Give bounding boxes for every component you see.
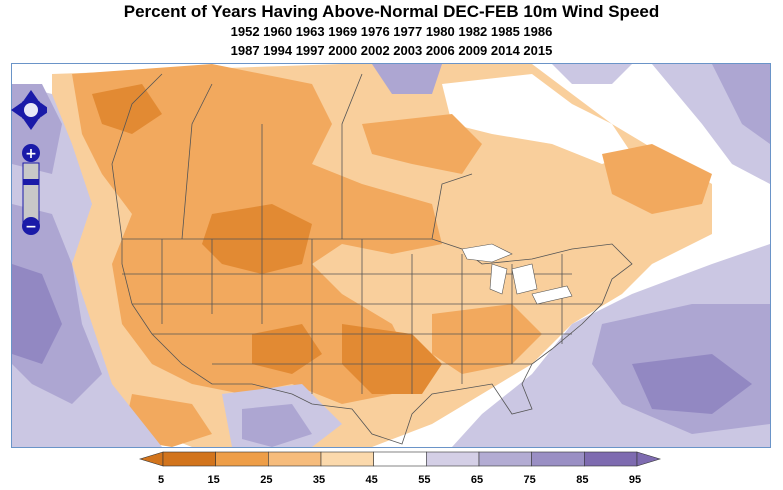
legend-tick-label: 45 xyxy=(366,474,378,485)
svg-text:+: + xyxy=(25,146,37,162)
legend-arrow-low xyxy=(138,451,164,467)
years-list-line-1: 1952 1960 1963 1969 1976 1977 1980 1982 … xyxy=(230,24,553,39)
state-boundaries xyxy=(111,73,633,445)
wind-speed-map[interactable] xyxy=(11,63,771,448)
zoom-slider[interactable] xyxy=(22,162,40,224)
legend-swatch xyxy=(215,451,269,467)
great-lakes xyxy=(461,243,573,305)
legend-arrow-high xyxy=(636,451,662,467)
shade-purple-dark xyxy=(12,264,62,364)
legend-swatch xyxy=(162,451,216,467)
legend-swatch xyxy=(531,451,585,467)
svg-text:−: − xyxy=(25,219,37,235)
legend-tick-label: 15 xyxy=(208,474,220,485)
legend-tick-label: 55 xyxy=(418,474,430,485)
legend-swatch xyxy=(373,451,427,467)
legend-swatch xyxy=(478,451,532,467)
map-nav-controls: + − xyxy=(11,86,47,236)
legend-tick-label: 25 xyxy=(260,474,272,485)
legend-tick-label: 85 xyxy=(576,474,588,485)
legend-tick-label: 35 xyxy=(313,474,325,485)
legend-tick-label: 75 xyxy=(524,474,536,485)
color-legend: 5 15 25 35 45 55 65 75 85 95 xyxy=(135,450,665,486)
legend-tick-label: 5 xyxy=(158,474,164,485)
legend-swatch xyxy=(426,451,480,467)
legend-swatch xyxy=(584,451,638,467)
zoom-in-button[interactable]: + xyxy=(22,144,40,162)
map-title: Percent of Years Having Above-Normal DEC… xyxy=(123,2,660,21)
legend-swatch xyxy=(268,451,322,467)
legend-swatch xyxy=(320,451,374,467)
legend-tick-label: 65 xyxy=(471,474,483,485)
map-canvas xyxy=(12,64,770,447)
zoom-out-button[interactable]: − xyxy=(22,217,40,235)
pan-arrows-icon[interactable] xyxy=(11,90,47,130)
years-list-line-2: 1987 1994 1997 2000 2002 2003 2006 2009 … xyxy=(230,43,553,58)
legend-tick-label: 95 xyxy=(629,474,641,485)
